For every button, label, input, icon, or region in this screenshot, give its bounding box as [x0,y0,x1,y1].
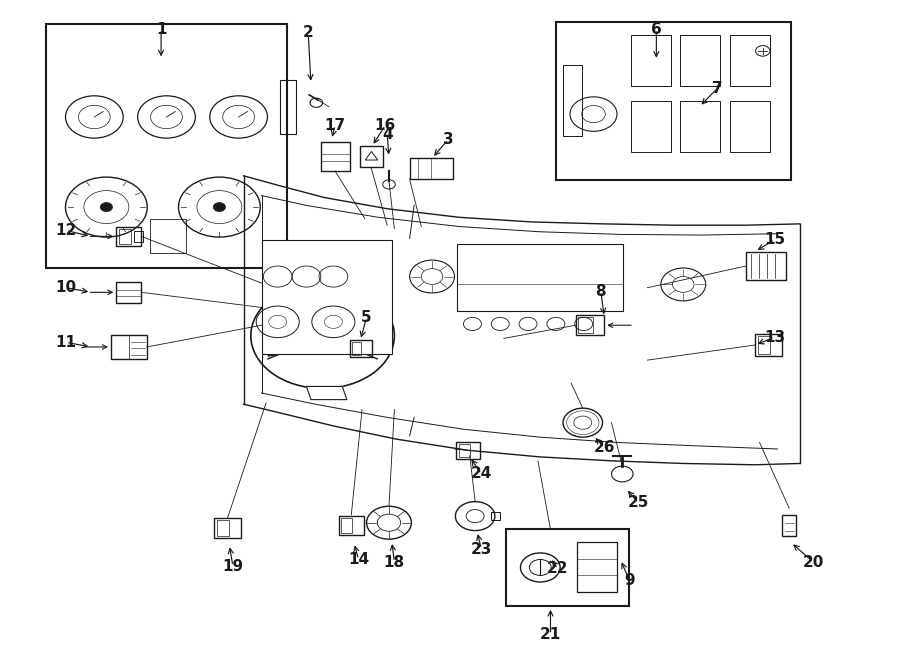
Bar [758,336,770,354]
Bar [506,529,629,605]
Polygon shape [306,387,346,400]
Text: 22: 22 [547,561,569,576]
Text: 15: 15 [764,232,786,247]
Bar [217,520,230,536]
Text: 24: 24 [471,467,492,481]
Circle shape [307,324,338,347]
Bar [280,81,296,134]
Text: 12: 12 [56,223,76,238]
Text: 13: 13 [764,330,786,344]
Bar [320,141,349,171]
Bar [576,315,604,335]
Bar [116,282,141,303]
Bar [338,516,364,535]
Text: 17: 17 [325,118,346,133]
Bar [746,252,787,280]
Bar [459,444,470,457]
Text: 19: 19 [222,559,243,574]
Text: 1: 1 [156,22,166,36]
Bar [111,335,147,359]
Bar [680,35,720,86]
Text: 23: 23 [471,541,492,557]
Bar [262,241,392,354]
Bar [352,342,361,355]
Text: 18: 18 [383,555,405,570]
Text: 25: 25 [627,496,649,510]
Text: 7: 7 [712,81,723,96]
Bar [631,101,671,152]
Bar [578,542,617,592]
Bar [556,22,791,180]
Bar [46,24,287,268]
Bar [116,227,141,246]
Text: 4: 4 [382,127,392,142]
Bar [214,518,241,538]
Bar [119,229,131,244]
Bar [410,158,453,179]
Bar [562,65,581,136]
Bar [349,340,372,357]
Text: 6: 6 [651,22,661,36]
Circle shape [213,202,226,212]
Text: 9: 9 [624,573,634,588]
Circle shape [100,202,112,212]
Text: 26: 26 [594,440,615,455]
Bar [149,219,185,253]
Bar [579,317,593,333]
Bar [631,35,671,86]
Bar [491,512,500,520]
Bar [134,231,143,242]
Bar [730,101,770,152]
Text: 8: 8 [596,284,606,299]
Bar [782,515,796,536]
Text: 16: 16 [374,118,396,133]
Text: 11: 11 [56,335,76,350]
Bar [457,244,623,311]
Text: 21: 21 [540,627,561,642]
Bar [680,101,720,152]
Bar [456,442,480,459]
Text: 20: 20 [803,555,824,570]
Text: 3: 3 [443,132,454,147]
Text: 10: 10 [56,280,76,295]
Text: 14: 14 [348,552,369,567]
Bar [730,35,770,86]
Bar [755,334,782,356]
Text: 5: 5 [361,310,372,325]
Bar [360,146,382,167]
Text: 2: 2 [303,26,313,40]
Bar [341,518,352,533]
